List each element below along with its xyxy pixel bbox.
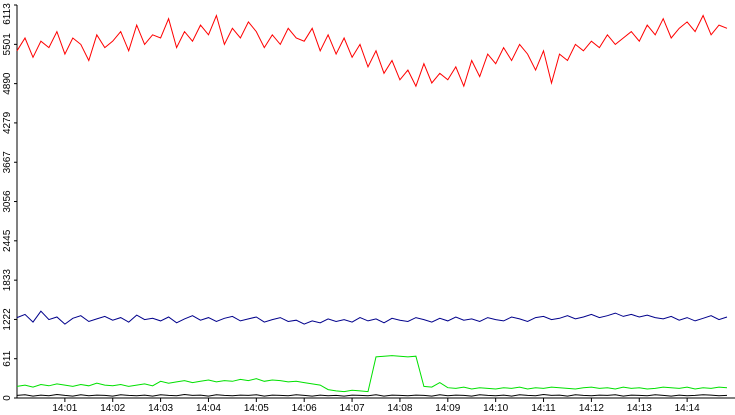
series-line <box>16 13 728 88</box>
x-tick-label: 14:08 <box>387 403 412 414</box>
y-tick-label: 3667 <box>2 151 13 174</box>
y-tick-label: 0 <box>2 395 13 401</box>
x-tick-label: 14:07 <box>340 403 365 414</box>
x-tick-label: 14:02 <box>100 403 125 414</box>
x-tick-label: 14:03 <box>148 403 173 414</box>
y-tick-label: 4890 <box>2 72 13 95</box>
series-line <box>16 393 728 397</box>
x-tick-label: 14:14 <box>675 403 700 414</box>
x-tick-label: 14:06 <box>292 403 317 414</box>
y-tick-label: 1222 <box>2 308 13 331</box>
x-tick-label: 14:12 <box>579 403 604 414</box>
y-tick-label: 1833 <box>2 269 13 292</box>
y-tick-label: 4279 <box>2 111 13 134</box>
y-tick-label: 5501 <box>2 33 13 56</box>
series-line <box>16 355 728 393</box>
series-line <box>16 310 728 325</box>
y-tick-label: 6113 <box>2 3 13 25</box>
x-tick-label: 14:10 <box>483 403 508 414</box>
y-tick-label: 2445 <box>2 229 13 252</box>
x-tick-label: 14:01 <box>52 403 77 414</box>
x-tick-label: 14:04 <box>196 403 221 414</box>
y-tick-label: 3056 <box>2 190 13 213</box>
x-tick-label: 14:05 <box>244 403 269 414</box>
x-tick-label: 14:11 <box>531 403 556 414</box>
x-tick-label: 14:13 <box>627 403 652 414</box>
x-tick-label: 14:09 <box>435 403 460 414</box>
y-tick-label: 611 <box>2 350 13 366</box>
